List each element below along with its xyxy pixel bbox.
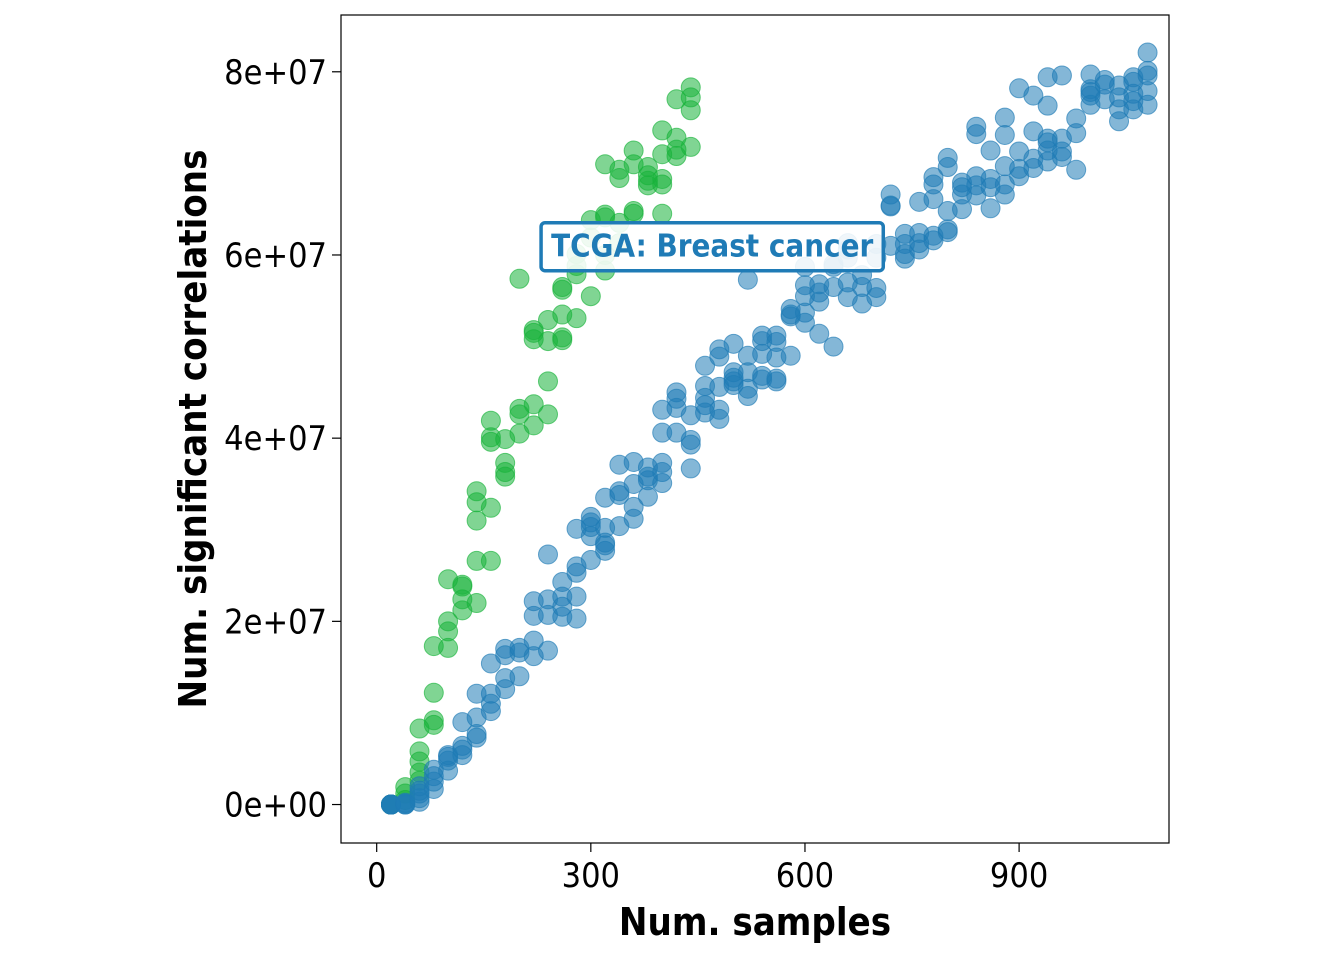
x-tick-label: 300 bbox=[562, 856, 620, 896]
data-point bbox=[680, 136, 701, 157]
data-point bbox=[438, 611, 459, 632]
x-tick-label: 600 bbox=[776, 856, 834, 896]
y-tick-label: 6e+07 bbox=[224, 236, 327, 276]
data-point bbox=[709, 399, 730, 420]
data-point bbox=[580, 549, 601, 570]
data-point bbox=[766, 325, 787, 346]
data-point bbox=[1066, 108, 1087, 129]
data-point bbox=[980, 198, 1001, 219]
data-point bbox=[538, 640, 558, 661]
data-point bbox=[980, 140, 1001, 161]
data-point bbox=[452, 574, 473, 595]
data-point bbox=[1023, 85, 1044, 106]
data-point bbox=[923, 167, 944, 188]
series-annotation: TCGA: Breast cancer bbox=[539, 220, 886, 273]
y-axis-title: Num. significant correlations bbox=[171, 150, 215, 709]
data-point bbox=[566, 308, 587, 329]
data-point bbox=[937, 219, 958, 240]
data-point bbox=[652, 203, 673, 224]
data-point bbox=[1137, 42, 1158, 63]
data-point bbox=[623, 496, 644, 517]
data-point bbox=[680, 77, 701, 98]
data-point bbox=[966, 116, 987, 137]
data-point bbox=[480, 497, 501, 518]
data-point bbox=[695, 355, 716, 376]
data-point bbox=[538, 404, 558, 425]
y-tick-label: 4e+07 bbox=[224, 419, 327, 459]
data-point bbox=[637, 157, 658, 178]
data-point bbox=[823, 336, 844, 357]
data-point bbox=[1066, 159, 1087, 180]
data-point bbox=[509, 666, 530, 687]
data-point bbox=[809, 323, 830, 344]
data-point bbox=[1037, 95, 1058, 116]
data-point bbox=[538, 371, 558, 392]
data-point bbox=[423, 682, 444, 703]
x-axis-title: Num. samples bbox=[619, 900, 891, 944]
data-point bbox=[994, 124, 1015, 145]
data-point bbox=[495, 452, 516, 473]
data-point bbox=[423, 710, 444, 731]
data-point bbox=[623, 140, 644, 161]
data-point bbox=[737, 269, 758, 290]
y-tick-label: 8e+07 bbox=[224, 53, 327, 93]
data-point bbox=[523, 630, 544, 651]
data-point bbox=[566, 586, 587, 607]
y-axis-ticks: 0e+00 2e+07 4e+07 6e+07 8e+07 bbox=[224, 53, 341, 826]
data-point bbox=[480, 410, 501, 431]
data-point bbox=[866, 277, 887, 298]
data-point bbox=[523, 415, 544, 436]
data-point bbox=[509, 268, 530, 289]
data-point bbox=[538, 544, 558, 565]
data-point bbox=[580, 506, 601, 527]
data-point bbox=[1137, 60, 1158, 81]
data-point bbox=[666, 127, 687, 148]
data-point bbox=[623, 201, 644, 222]
y-tick-label: 2e+07 bbox=[224, 602, 327, 642]
data-point bbox=[780, 345, 801, 366]
data-point bbox=[409, 741, 430, 762]
data-point bbox=[994, 107, 1015, 128]
data-point bbox=[552, 327, 573, 348]
x-tick-label: 900 bbox=[990, 856, 1048, 896]
data-point bbox=[680, 458, 701, 479]
data-point bbox=[680, 429, 701, 450]
data-point bbox=[1051, 65, 1072, 86]
data-points bbox=[380, 42, 1158, 815]
x-axis-ticks: 0 300 600 900 bbox=[367, 843, 1048, 896]
data-point bbox=[652, 452, 673, 473]
data-point bbox=[937, 147, 958, 168]
annotation-label: TCGA: Breast cancer bbox=[551, 229, 873, 265]
annotation-box bbox=[539, 220, 886, 273]
data-point bbox=[666, 382, 687, 403]
data-point bbox=[523, 320, 544, 341]
data-point bbox=[552, 277, 573, 298]
data-point bbox=[723, 333, 744, 354]
data-point bbox=[552, 571, 573, 592]
data-point bbox=[766, 368, 787, 389]
data-point bbox=[652, 168, 673, 189]
data-point bbox=[466, 593, 487, 614]
y-tick-label: 0e+00 bbox=[224, 786, 327, 826]
data-point bbox=[466, 481, 487, 502]
x-tick-label: 0 bbox=[367, 856, 386, 896]
data-point bbox=[880, 184, 901, 205]
data-point bbox=[566, 608, 587, 629]
data-point bbox=[523, 394, 544, 415]
data-point bbox=[580, 286, 601, 307]
data-point bbox=[480, 550, 501, 571]
